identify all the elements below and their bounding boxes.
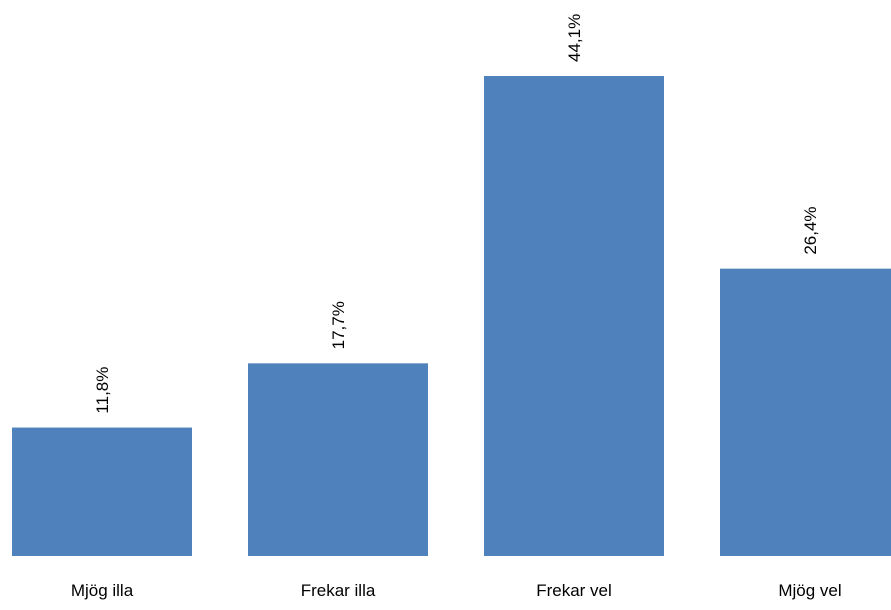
value-label-0: 11,8% [93,367,112,414]
category-label-2: Frekar vel [536,581,612,600]
bars-layer [12,76,891,556]
value-label-1: 17,7% [329,301,348,349]
value-label-2: 44,1% [565,14,584,62]
category-label-1: Frekar illa [301,581,376,600]
category-label-0: Mjög illa [71,581,134,600]
bar-3 [720,268,891,556]
bar-1 [248,363,428,556]
value-labels-layer: 11,8% 17,7% 44,1% 26,4% [93,14,820,414]
category-label-3: Mjög vel [778,581,841,600]
bar-0 [12,427,192,556]
category-labels-layer: Mjög illa Frekar illa Frekar vel Mjög vel [71,581,842,600]
value-label-3: 26,4% [801,206,820,254]
bar-2 [484,76,664,556]
